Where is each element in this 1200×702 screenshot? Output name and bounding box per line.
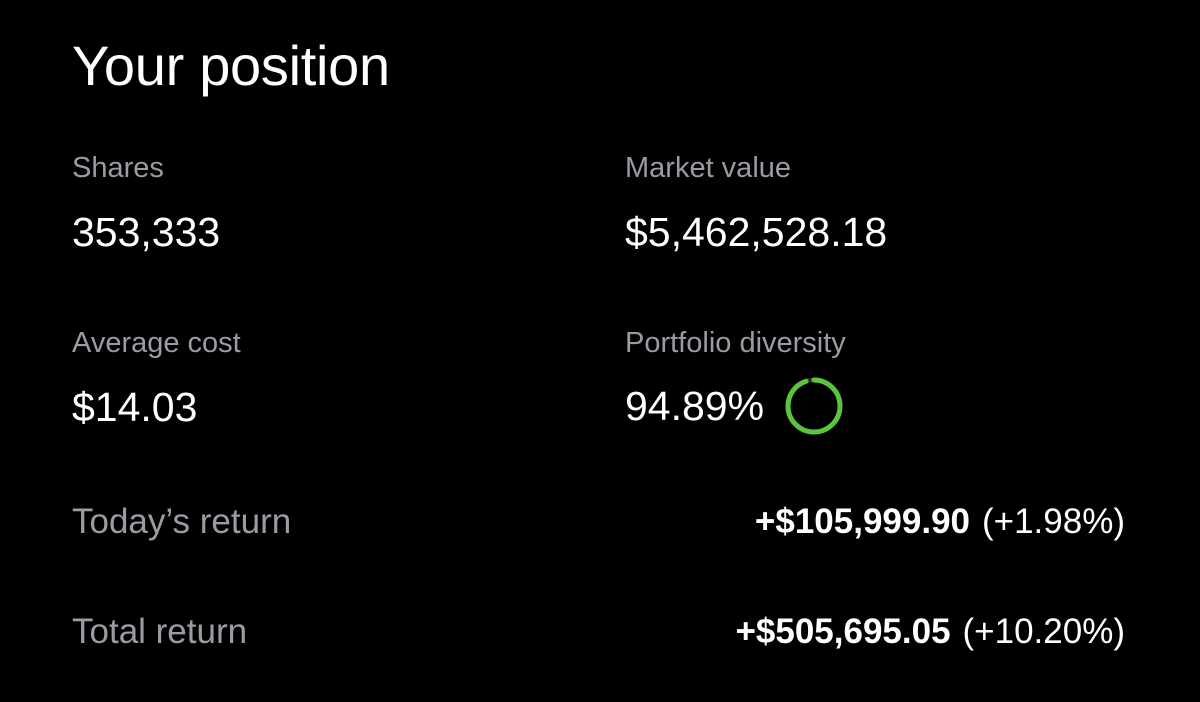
shares-value: 353,333: [72, 209, 221, 255]
portfolio-diversity[interactable]: 94.89%: [625, 377, 844, 435]
total-return-amount: +$505,695.05: [735, 612, 951, 651]
total-return-label: Total return: [72, 612, 248, 651]
progress-ring-fill: [785, 377, 843, 435]
total-return-percent: (+10.20%): [962, 612, 1125, 651]
todays-return-amount: +$105,999.90: [754, 502, 970, 541]
page-title: Your position: [72, 34, 390, 97]
portfolio-diversity-label: Portfolio diversity: [625, 327, 846, 359]
todays-return-value: +$105,999.90 (+1.98%): [755, 500, 1125, 544]
todays-return-percent: (+1.98%): [982, 502, 1125, 541]
todays-return-label: Today’s return: [72, 502, 292, 541]
average-cost-label: Average cost: [72, 327, 241, 359]
total-return-value: +$505,695.05 (+10.20%): [735, 610, 1125, 654]
portfolio-diversity-value: 94.89%: [625, 383, 765, 429]
market-value-label: Market value: [625, 152, 792, 184]
shares-label: Shares: [72, 152, 164, 184]
progress-ring-icon: [785, 377, 843, 435]
market-value-value: $5,462,528.18: [625, 209, 888, 255]
average-cost-value: $14.03: [72, 384, 198, 430]
